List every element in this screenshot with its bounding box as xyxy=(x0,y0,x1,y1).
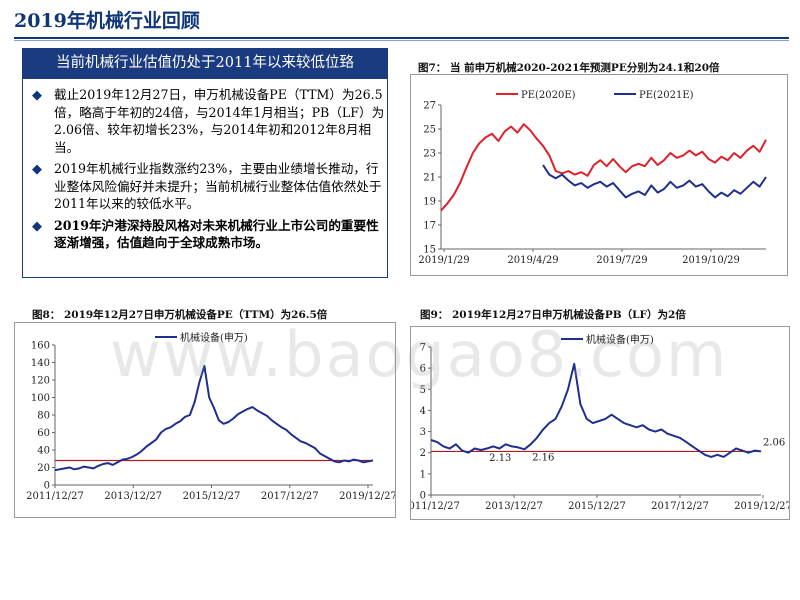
data-label: 2.06 xyxy=(763,437,785,448)
y-tick-label: 120 xyxy=(31,376,50,387)
bullet-text: 2019年沪港深持股风格对未来机械行业上市公司的重要性逐渐增强，估值趋向于全球成… xyxy=(54,217,379,251)
y-tick-label: 160 xyxy=(31,341,50,352)
x-tick-label: 2013/12/27 xyxy=(485,501,543,512)
y-tick-label: 100 xyxy=(31,393,50,404)
bullet-item: ◆ 2019年机械行业指数涨约23%，主要由业绩增长推动，行业整体风险偏好并未提… xyxy=(30,160,385,213)
x-tick-label: 2019/4/29 xyxy=(507,255,558,266)
fig7-frame: 15 17 19 21 23 25 27 2019/1/29 2019/4/29 2019/7/2… xyxy=(410,74,788,276)
y-tick-label: 80 xyxy=(37,411,50,422)
y-tick-label: 60 xyxy=(37,428,50,439)
y-tick-label: 2 xyxy=(420,448,426,459)
y-tick-label: 7 xyxy=(420,343,426,354)
bullet-item: ◆ 2019年沪港深持股风格对未来机械行业上市公司的重要性逐渐增强，估值趋向于全… xyxy=(30,217,385,252)
title-divider xyxy=(14,37,789,39)
y-tick-label: 27 xyxy=(423,101,436,112)
x-tick-label: 2013/12/27 xyxy=(104,491,162,502)
series-line xyxy=(542,164,767,199)
x-tick-label: 2011/12/27 xyxy=(26,491,84,502)
x-tick-label: 2015/12/27 xyxy=(568,501,626,512)
diamond-bullet-icon: ◆ xyxy=(32,162,42,177)
legend-label: 机械设备(申万) xyxy=(180,331,248,344)
x-tick-label: 2015/12/27 xyxy=(183,491,241,502)
fig9-chart: 0 1 2 3 4 5 6 7 2011/12/27 2013/12/27 2015/12/27 20… xyxy=(402,333,792,512)
fig8-frame: 0 20 40 60 80 100 120 140 160 2011/12/27 2013/12/2… xyxy=(14,322,397,518)
legend-label: 机械设备(申万) xyxy=(586,333,654,346)
data-label: 2.16 xyxy=(532,452,554,463)
summary-panel xyxy=(22,78,388,278)
x-tick-label: 2019/1/29 xyxy=(418,255,469,266)
x-tick-label: 2019/12/27 xyxy=(339,491,395,502)
y-tick-label: 19 xyxy=(423,197,436,208)
fig7-title: 图7： 当 前申万机械2020-2021年预测PE分别为24.1和20倍 xyxy=(418,62,720,74)
fig9-title: 图9： 2019年12月27日申万机械设备PB（LF）为2倍 xyxy=(420,309,686,321)
series-line xyxy=(430,362,762,458)
page-title: 2019年机械行业回顾 xyxy=(14,10,200,32)
legend-label: PE(2021E) xyxy=(639,90,694,101)
x-tick-label: 2017/12/27 xyxy=(651,501,709,512)
y-tick-label: 6 xyxy=(420,364,426,375)
bullet-item: ◆ 截止2019年12月27日，申万机械设备PE（TTM）为26.5倍，略高于年… xyxy=(30,86,385,156)
bullet-list: ◆ 截止2019年12月27日，申万机械设备PE（TTM）为26.5倍，略高于年… xyxy=(30,86,385,256)
y-tick-label: 23 xyxy=(423,149,436,160)
fig8-chart: 0 20 40 60 80 100 120 140 160 2011/12/27 2013/12/2… xyxy=(26,331,397,502)
x-tick-label: 2019/7/29 xyxy=(596,255,647,266)
x-tick-label: 2019/12/27 xyxy=(734,501,789,512)
diamond-bullet-icon: ◆ xyxy=(32,88,42,103)
y-tick-label: 15 xyxy=(423,245,436,256)
y-tick-label: 0 xyxy=(420,491,426,502)
legend-label: PE(2020E) xyxy=(521,90,576,101)
x-tick-label: 2011/12/27 xyxy=(411,501,460,512)
x-tick-label: 2019/10/29 xyxy=(682,255,740,266)
y-tick-label: 17 xyxy=(423,221,436,232)
y-tick-label: 20 xyxy=(37,463,50,474)
y-tick-label: 3 xyxy=(420,427,426,438)
y-tick-label: 5 xyxy=(420,385,426,396)
series-line xyxy=(440,123,767,212)
fig7-chart: 15 17 19 21 23 25 27 2019/1/29 2019/4/29 2019/7/2… xyxy=(418,90,767,266)
fig8-title: 图8： 2019年12月27日申万机械设备PE（TTM）为26.5倍 xyxy=(32,309,328,321)
y-tick-label: 1 xyxy=(420,469,426,480)
y-tick-label: 21 xyxy=(423,173,436,184)
series-line xyxy=(54,365,374,472)
y-tick-label: 140 xyxy=(31,358,50,369)
y-tick-label: 4 xyxy=(420,406,426,417)
data-label: 2.13 xyxy=(489,453,511,464)
bullet-text: 截止2019年12月27日，申万机械设备PE（TTM）为26.5倍，略高于年初的… xyxy=(54,87,385,155)
y-tick-label: 40 xyxy=(37,446,50,457)
bullet-text: 2019年机械行业指数涨约23%，主要由业绩增长推动，行业整体风险偏好并未提升；… xyxy=(54,161,382,211)
y-tick-label: 0 xyxy=(44,481,50,492)
fig9-frame: 0 1 2 3 4 5 6 7 2011/12/27 2013/12/27 2015/12/27 20… xyxy=(402,326,792,520)
y-tick-label: 25 xyxy=(423,125,436,136)
panel-heading: 当前机械行业估值仍处于2011年以来较低位臵 xyxy=(22,48,388,78)
diamond-bullet-icon: ◆ xyxy=(32,218,42,234)
x-tick-label: 2017/12/27 xyxy=(261,491,319,502)
title-divider-thin xyxy=(14,40,789,41)
